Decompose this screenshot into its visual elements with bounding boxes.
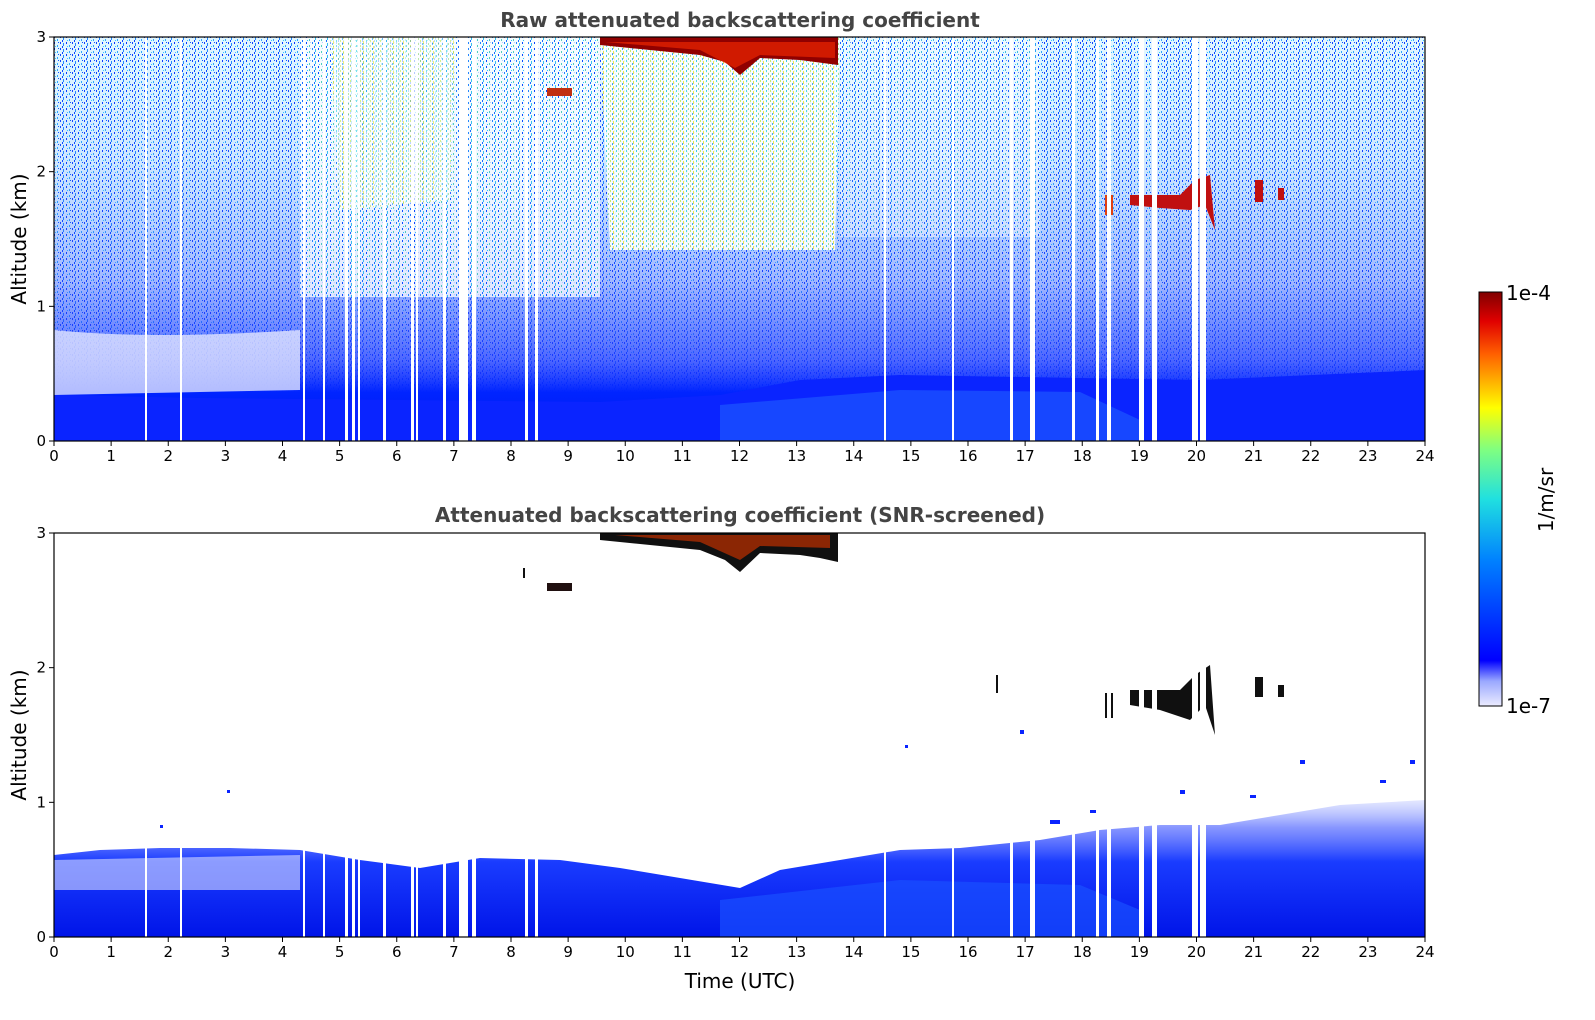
snr-panel-title: Attenuated backscattering coefficient (S… <box>435 503 1045 527</box>
raw-data-gaps <box>145 37 1206 441</box>
colorbar-gradient <box>1478 291 1503 707</box>
snr-y-tick-label: 2 <box>36 659 46 677</box>
raw-x-tick-label: 12 <box>730 447 749 465</box>
snr-x-tick-label: 4 <box>278 943 288 961</box>
snr-x-tick-label: 1 <box>106 943 116 961</box>
raw-x-tick-label: 4 <box>278 447 288 465</box>
x-axis-label: Time (UTC) <box>684 969 796 993</box>
raw-x-tick-label: 11 <box>673 447 692 465</box>
raw-x-tick-label: 1 <box>106 447 116 465</box>
raw-y-tick-label: 1 <box>36 297 46 315</box>
raw-x-tick-label: 2 <box>163 447 173 465</box>
raw-y-tick-label: 2 <box>36 163 46 181</box>
snr-x-tick-label: 22 <box>1301 943 1320 961</box>
colorbar-unit-label: 1/m/sr <box>1534 467 1558 532</box>
snr-x-tick-label: 24 <box>1415 943 1434 961</box>
aerosol-region-yellow-b <box>600 37 840 250</box>
raw-heatmap <box>54 37 1425 441</box>
snr-x-tick-label: 5 <box>335 943 345 961</box>
raw-x-tick-label: 24 <box>1415 447 1434 465</box>
raw-x-tick-label: 21 <box>1244 447 1263 465</box>
snr-y-axis: 0 1 2 3 <box>36 524 54 946</box>
snr-x-tick-label: 10 <box>616 943 635 961</box>
raw-x-tick-label: 9 <box>563 447 573 465</box>
snr-x-tick-label: 3 <box>221 943 231 961</box>
snr-x-tick-label: 23 <box>1358 943 1377 961</box>
raw-x-tick-label: 7 <box>449 447 459 465</box>
raw-x-tick-label: 5 <box>335 447 345 465</box>
colorbar: 1e-4 1e-7 1/m/sr <box>1478 281 1558 718</box>
raw-y-tick-label: 0 <box>36 432 46 450</box>
raw-y-axis-label: Altitude (km) <box>7 173 31 304</box>
snr-y-tick-label: 1 <box>36 793 46 811</box>
raw-x-tick-label: 17 <box>1016 447 1035 465</box>
raw-y-axis: 0 1 2 3 <box>36 28 54 450</box>
snr-x-tick-label: 9 <box>563 943 573 961</box>
raw-x-tick-label: 16 <box>958 447 977 465</box>
snr-x-tick-label: 16 <box>958 943 977 961</box>
snr-x-tick-label: 17 <box>1016 943 1035 961</box>
raw-x-tick-label: 19 <box>1130 447 1149 465</box>
raw-x-tick-label: 20 <box>1187 447 1206 465</box>
raw-x-tick-label: 13 <box>787 447 806 465</box>
colorbar-max-label: 1e-4 <box>1506 281 1551 305</box>
raw-x-tick-label: 10 <box>616 447 635 465</box>
snr-screened-panel: Attenuated backscattering coefficient (S… <box>7 503 1435 993</box>
snr-x-tick-label: 13 <box>787 943 806 961</box>
raw-x-axis: 0 1 2 3 4 5 6 7 8 9 10 11 12 13 14 15 16 17 18 19 20 21 22 23 24 <box>49 441 1435 465</box>
snr-x-tick-label: 15 <box>901 943 920 961</box>
snr-x-tick-label: 11 <box>673 943 692 961</box>
raw-x-tick-label: 0 <box>49 447 59 465</box>
snr-x-tick-label: 0 <box>49 943 59 961</box>
snr-y-tick-label: 0 <box>36 928 46 946</box>
raw-x-tick-label: 3 <box>221 447 231 465</box>
raw-x-tick-label: 18 <box>1073 447 1092 465</box>
raw-x-tick-label: 14 <box>844 447 863 465</box>
snr-y-axis-label: Altitude (km) <box>7 669 31 800</box>
raw-backscatter-panel: Raw attenuated backscattering coefficien… <box>7 8 1435 465</box>
raw-x-tick-label: 22 <box>1301 447 1320 465</box>
snr-x-tick-label: 21 <box>1244 943 1263 961</box>
snr-x-tick-label: 8 <box>506 943 516 961</box>
snr-x-tick-label: 12 <box>730 943 749 961</box>
snr-y-tick-label: 3 <box>36 524 46 542</box>
raw-x-tick-label: 6 <box>392 447 402 465</box>
snr-x-axis: 0 1 2 3 4 5 6 7 8 9 10 11 12 13 14 15 16 17 18 19 20 21 22 23 24 <box>49 937 1435 961</box>
aerosol-region-yellow-a <box>330 37 455 210</box>
snr-scattered-points <box>160 730 1415 828</box>
raw-x-tick-label: 8 <box>506 447 516 465</box>
snr-data-gaps <box>145 533 1206 937</box>
snr-x-tick-label: 19 <box>1130 943 1149 961</box>
snr-x-tick-label: 14 <box>844 943 863 961</box>
snr-x-tick-label: 20 <box>1187 943 1206 961</box>
raw-y-tick-label: 3 <box>36 28 46 46</box>
snr-x-tick-label: 7 <box>449 943 459 961</box>
snr-heatmap <box>54 533 1425 937</box>
raw-x-tick-label: 15 <box>901 447 920 465</box>
raw-x-tick-label: 23 <box>1358 447 1377 465</box>
colorbar-min-label: 1e-7 <box>1506 694 1551 718</box>
raw-panel-title: Raw attenuated backscattering coefficien… <box>500 8 980 32</box>
snr-x-tick-label: 6 <box>392 943 402 961</box>
snr-x-tick-label: 2 <box>163 943 173 961</box>
snr-x-tick-label: 18 <box>1073 943 1092 961</box>
